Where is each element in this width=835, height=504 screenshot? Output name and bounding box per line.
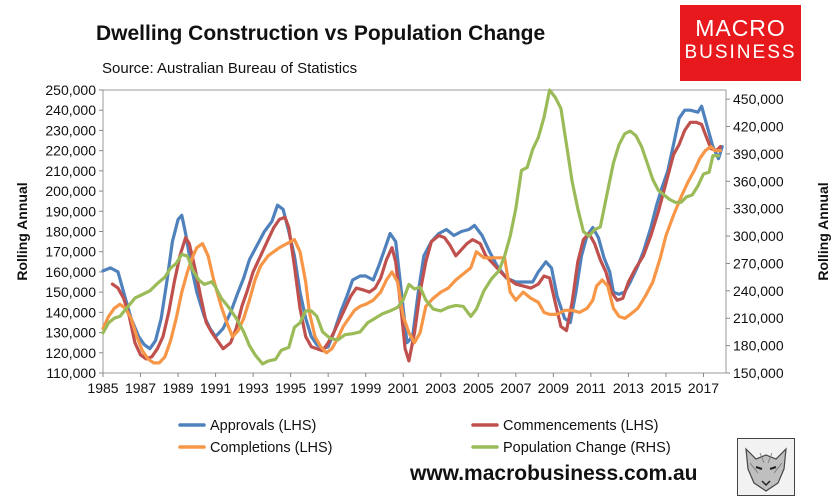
legend-label-approvals: Approvals (LHS) bbox=[210, 418, 316, 434]
x-axis-tick-label: 2003 bbox=[425, 380, 456, 396]
right-axis-tick-label: 270,000 bbox=[733, 255, 784, 271]
left-axis-tick-label: 200,000 bbox=[45, 183, 96, 199]
right-axis-tick-label: 330,000 bbox=[733, 201, 784, 217]
right-axis-tick-label: 210,000 bbox=[733, 310, 784, 326]
left-axis-tick-label: 240,000 bbox=[45, 102, 96, 118]
right-axis-tick-label: 240,000 bbox=[733, 283, 784, 299]
x-axis-tick-label: 1999 bbox=[350, 380, 381, 396]
left-axis-title: Rolling Annual bbox=[14, 182, 30, 280]
logo-line-1: MACRO bbox=[695, 15, 786, 41]
series-line-completions bbox=[101, 145, 723, 365]
x-axis-tick-label: 1987 bbox=[125, 380, 156, 396]
x-axis-tick-label: 2011 bbox=[576, 380, 606, 396]
left-axis-tick-label: 220,000 bbox=[45, 143, 96, 159]
series-line-population bbox=[101, 88, 721, 366]
x-axis-tick-label: 2005 bbox=[463, 380, 494, 396]
left-axis-tick-label: 250,000 bbox=[45, 82, 96, 98]
chart-subtitle: Source: Australian Bureau of Statistics bbox=[102, 60, 358, 77]
left-axis-tick-label: 130,000 bbox=[45, 325, 96, 341]
x-axis-tick-label: 2009 bbox=[538, 380, 569, 396]
right-axis-tick-label: 390,000 bbox=[733, 146, 784, 162]
website-url: www.macrobusiness.com.au bbox=[410, 462, 698, 485]
right-axis-tick-label: 420,000 bbox=[733, 119, 784, 135]
x-axis-tick-label: 2013 bbox=[613, 380, 644, 396]
x-axis-tick-label: 2017 bbox=[688, 380, 719, 396]
legend-label-population: Population Change (RHS) bbox=[503, 440, 671, 456]
x-axis-tick-label: 1991 bbox=[200, 380, 231, 396]
right-axis-tick-label: 360,000 bbox=[733, 173, 784, 189]
series-line-approvals bbox=[101, 104, 724, 351]
left-axis-tick-label: 110,000 bbox=[46, 365, 96, 381]
left-axis-tick-label: 180,000 bbox=[45, 224, 96, 240]
left-axis-tick-label: 140,000 bbox=[45, 304, 96, 320]
right-axis-title: Rolling Annual bbox=[815, 182, 831, 280]
left-axis-tick-label: 230,000 bbox=[45, 122, 96, 138]
x-axis-tick-label: 2007 bbox=[500, 380, 531, 396]
left-axis-tick-label: 160,000 bbox=[45, 264, 96, 280]
x-axis-tick-label: 1989 bbox=[162, 380, 193, 396]
left-axis-tick-label: 210,000 bbox=[45, 163, 96, 179]
series-line-commencements bbox=[110, 120, 723, 363]
x-axis-tick-label: 2015 bbox=[650, 380, 681, 396]
left-axis-tick-label: 190,000 bbox=[45, 203, 96, 219]
x-axis-tick-label: 1997 bbox=[313, 380, 344, 396]
x-axis-tick-label: 1995 bbox=[275, 380, 306, 396]
logo-line-2: BUSINESS bbox=[684, 42, 797, 63]
right-axis-tick-label: 450,000 bbox=[733, 91, 784, 107]
x-axis-tick-label: 1985 bbox=[87, 380, 118, 396]
macrobusiness-logo: MACRO BUSINESS bbox=[680, 5, 801, 81]
right-axis-tick-label: 180,000 bbox=[733, 338, 784, 354]
wolf-logo-icon bbox=[737, 438, 795, 496]
left-axis-tick-label: 150,000 bbox=[45, 284, 96, 300]
right-axis-tick-label: 300,000 bbox=[733, 228, 784, 244]
right-axis-tick-label: 150,000 bbox=[733, 365, 784, 381]
legend-label-commencements: Commencements (LHS) bbox=[503, 418, 659, 434]
x-axis-tick-label: 2001 bbox=[388, 380, 419, 396]
left-axis-tick-label: 120,000 bbox=[45, 345, 96, 361]
x-axis-tick-label: 1993 bbox=[238, 380, 269, 396]
chart-title: Dwelling Construction vs Population Chan… bbox=[96, 22, 546, 45]
left-axis-tick-label: 170,000 bbox=[45, 244, 96, 260]
legend-label-completions: Completions (LHS) bbox=[210, 440, 333, 456]
